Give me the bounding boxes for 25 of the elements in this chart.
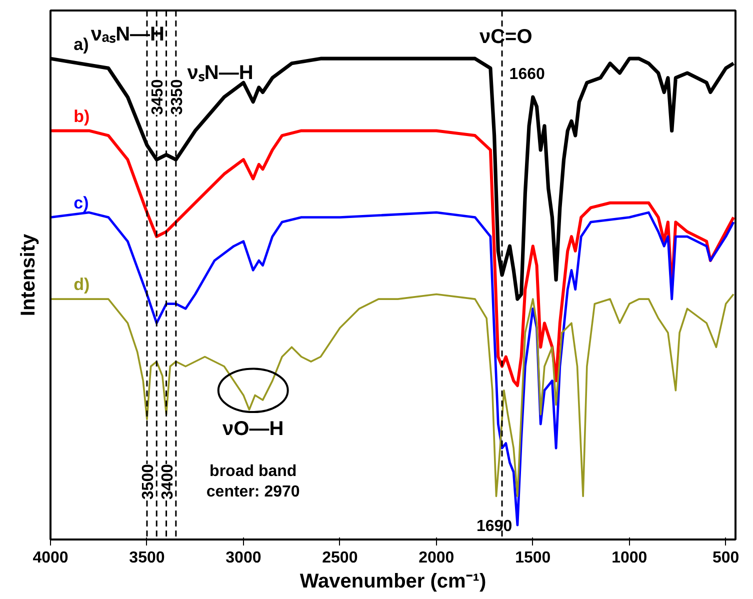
x-tick-label: 4000 (32, 550, 68, 566)
annotation: 3350 (168, 79, 186, 115)
y-axis-title: Intensity (18, 233, 40, 316)
annotation: 3500 (140, 464, 157, 500)
annotation: 1660 (509, 66, 546, 84)
series-label: c) (74, 193, 89, 212)
text: νC=O (479, 26, 532, 48)
series-label: b) (74, 106, 90, 126)
series-label: d) (74, 275, 90, 294)
x-tick-label: 3500 (129, 550, 165, 566)
annotation: νO—H (222, 418, 284, 440)
annotation: 3400 (159, 464, 176, 500)
x-tick-label: 1000 (612, 550, 648, 566)
x-tick-label: 2500 (322, 550, 358, 566)
x-tick-label: 3000 (226, 550, 262, 566)
text: νₐₛN—H (90, 24, 164, 46)
annotation: broad band center: 2970 (206, 463, 300, 500)
x-tick-label: 500 (712, 550, 740, 566)
x-tick-label: 1500 (515, 550, 551, 566)
x-tick-label: 2000 (418, 550, 454, 566)
x-axis-title: Wavenumber (cm⁻¹) (300, 570, 486, 592)
annotation: νₛN—H (187, 62, 254, 84)
annotation: 3450 (150, 79, 167, 115)
series-label: a) (74, 34, 89, 54)
annotation: 1690 (476, 518, 512, 536)
